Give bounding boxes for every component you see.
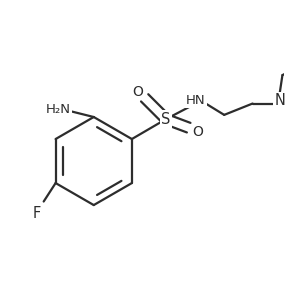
Text: O: O — [192, 125, 203, 139]
Text: HN: HN — [186, 94, 206, 107]
Text: S: S — [161, 112, 171, 127]
Text: N: N — [274, 93, 285, 108]
Text: F: F — [33, 206, 41, 221]
Text: O: O — [132, 85, 143, 98]
Text: H₂N: H₂N — [46, 103, 71, 115]
